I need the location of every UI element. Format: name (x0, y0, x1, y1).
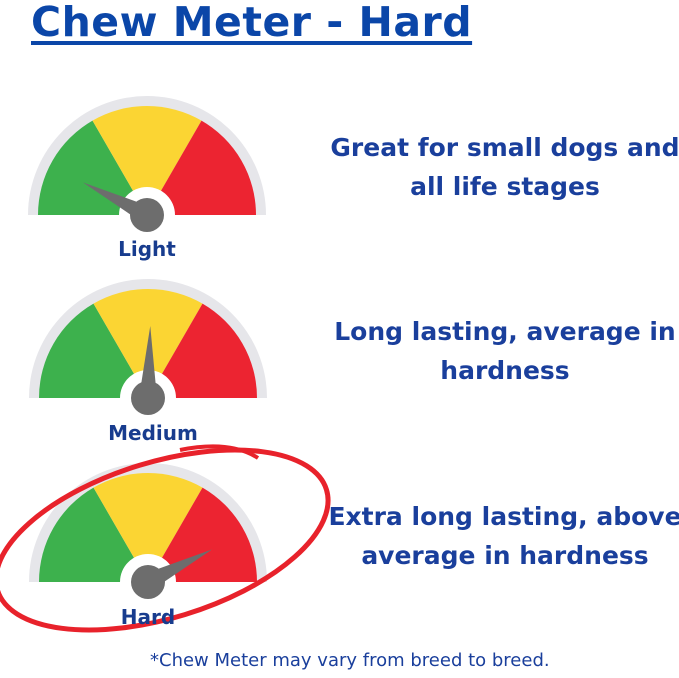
needle-hub (131, 565, 165, 599)
needle-icon (139, 326, 157, 399)
gauge-zone-green (38, 120, 147, 215)
gauge-zone-green (39, 487, 148, 582)
gauge-zone-yellow (92, 105, 202, 215)
description-hard: Extra long lasting, above average in har… (320, 497, 679, 575)
gauge-zone-red (148, 303, 257, 398)
description-line: Extra long lasting, above (328, 502, 679, 531)
footnote: *Chew Meter may vary from breed to breed… (150, 650, 550, 671)
description-line: Great for small dogs and (330, 133, 679, 162)
description-line: all life stages (410, 172, 600, 201)
gauge-zone-red (147, 120, 256, 215)
needle-hub (130, 198, 164, 232)
gauge-label-hard: Hard (120, 605, 176, 629)
page-title: Chew Meter - Hard (31, 0, 473, 46)
gauge-zone-green (39, 303, 148, 398)
red-highlight-circle-overlap (179, 444, 260, 460)
description-line: average in hardness (361, 541, 649, 570)
description-light: Great for small dogs and all life stages (320, 128, 679, 206)
gauge-label-light: Light (118, 237, 176, 261)
gauge-label-medium: Medium (108, 421, 198, 445)
description-medium: Long lasting, average in hardness (320, 312, 679, 390)
description-line: hardness (440, 356, 570, 385)
gauge-zone-yellow (93, 472, 203, 582)
red-highlight-circle (0, 447, 331, 633)
gauge-zone-red (148, 487, 257, 582)
description-line: Long lasting, average in (334, 317, 676, 346)
needle-hub (131, 381, 165, 415)
